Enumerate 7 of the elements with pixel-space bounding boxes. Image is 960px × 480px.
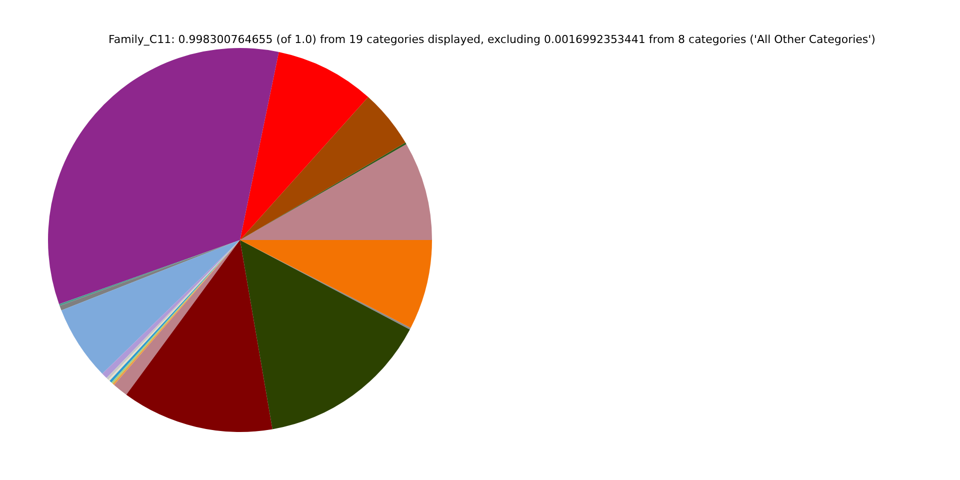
pie-slice [61,240,240,374]
text: Family_C11: 0.998300764655 (of 1.0) from 19 categories displayed, excluding 0.0016992353441 from 8 categories ('All Other Categories') [108,33,876,46]
pie-slice [240,240,410,430]
pie-slice [126,240,272,432]
pie-slice [240,52,368,240]
pie-slice [240,97,406,240]
pie-slice [48,48,279,304]
